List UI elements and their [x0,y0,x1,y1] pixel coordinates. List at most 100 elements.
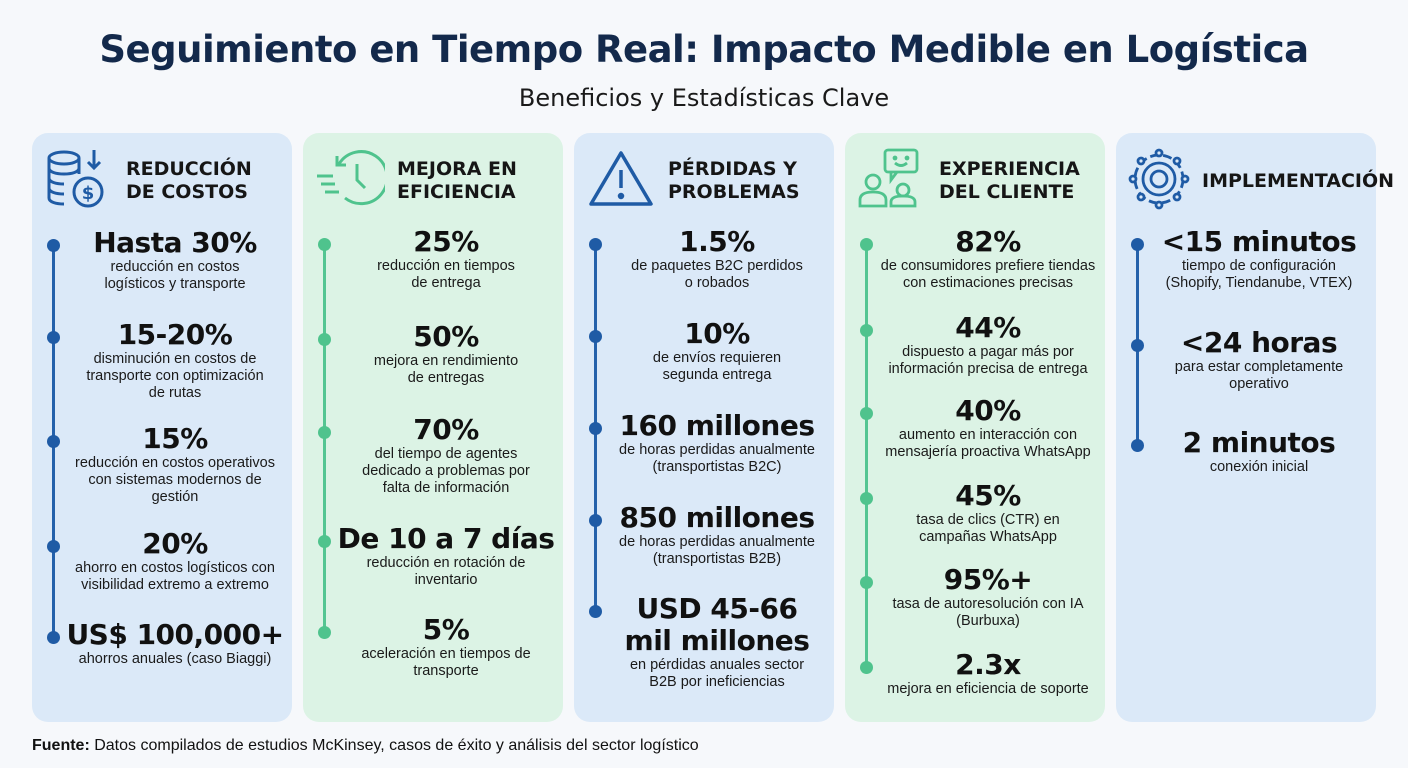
panel-header: MEJORA EN EFICIENCIA [315,149,555,211]
panel-1: $ REDUCCIÓN DE COSTOS Hasta 30% reducción e… [32,133,292,722]
stat-value: <24 horas [1180,326,1338,359]
panel-3: PÉRDIDAS Y PROBLEMAS 1.5% de paquetes B2C … [574,133,834,722]
source-label: Fuente: [32,737,90,754]
stat-description: mejora en eficiencia de soporte [887,681,1089,697]
stat-value: 20% [142,527,208,560]
stat-description: disminución en costos de transporte con … [86,351,264,401]
timeline-dot [47,540,60,553]
stat-value: US$ 100,000+ [66,618,284,651]
panel-title: REDUCCIÓN DE COSTOS [126,158,252,203]
panel-title: EXPERIENCIA DEL CLIENTE [939,158,1080,203]
stat-value: 160 millones [619,409,816,442]
stat-description: reducción en tiempos de entrega [377,258,515,291]
stat-item: USD 45-66 mil millones en pérdidas anuale… [604,593,830,691]
timeline-dot [589,330,602,343]
timeline-dot [1131,439,1144,452]
stat-value: <15 minutos [1161,225,1357,258]
timeline-dot [860,238,873,251]
timeline-dot [47,631,60,644]
stat-description: tasa de clics (CTR) en campañas WhatsApp [916,512,1060,545]
panel-title: IMPLEMENTACIÓN [1202,169,1395,192]
stat-description: reducción en costos operativos con siste… [75,455,275,505]
timeline-dot [1131,339,1144,352]
timeline-dot [589,605,602,618]
timeline-dot [1131,238,1144,251]
stat-description: en pérdidas anuales sector B2B por inefi… [629,657,805,690]
timeline-dot [589,422,602,435]
stat-description: de paquetes B2C perdidos o robados [631,258,803,291]
stat-description: aceleración en tiempos de transporte [361,646,531,679]
stat-item: 10% de envíos requieren segunda entrega [604,318,830,384]
customers-chat-icon [857,148,927,215]
panel-title: PÉRDIDAS Y PROBLEMAS [668,158,800,203]
stat-item: 15-20% disminución en costos de transport… [62,319,288,402]
stat-description: tasa de autoresolución con IA (Burbuxa) [892,596,1084,629]
timeline-dot [589,514,602,527]
stat-item: 40% aumento en interacción con mensajería… [875,395,1101,461]
timeline-dot [860,492,873,505]
stat-description: ahorros anuales (caso Biaggi) [78,651,272,667]
timeline-dot [47,331,60,344]
panel-5: IMPLEMENTACIÓN <15 minutos tiempo de confi… [1116,133,1394,722]
stat-value: 15-20% [117,318,233,351]
source-footer: Fuente: Datos compilados de estudios McK… [32,737,699,755]
panel-2: MEJORA EN EFICIENCIA 25% reducción en tiem… [303,133,563,722]
page-title: Seguimiento en Tiempo Real: Impacto Medi… [99,28,1309,71]
timeline-dot [860,576,873,589]
stat-value: 70% [413,413,479,446]
stat-item: 44% dispuesto a pagar más por información… [875,312,1101,378]
stat-value: 40% [955,394,1021,427]
stat-value: 95%+ [943,563,1033,596]
panel-header: IMPLEMENTACIÓN [1128,148,1394,211]
stat-item: 160 millones de horas perdidas anualmente… [604,410,830,476]
stat-item: 82% de consumidores prefiere tiendas con … [875,226,1101,292]
stat-description: mejora en rendimiento de entregas [373,353,519,386]
svg-text:$: $ [82,183,95,204]
timeline-line [865,244,868,667]
stat-item: 15% reducción en costos operativos con si… [62,423,288,506]
stat-value: 15% [142,422,208,455]
timeline-dot [860,661,873,674]
stat-item: 5% aceleración en tiempos de transporte [333,614,559,680]
stat-item: US$ 100,000+ ahorros anuales (caso Biaggi… [62,619,288,668]
stat-item: 95%+ tasa de autoresolución con IA (Burbu… [875,564,1101,630]
source-text: Datos compilados de estudios McKinsey, c… [89,737,699,754]
stat-description: ahorro en costos logísticos con visibili… [75,560,275,593]
stat-item: 25% reducción en tiempos de entrega [333,226,559,292]
timeline-dot [589,238,602,251]
panel-header: EXPERIENCIA DEL CLIENTE [857,148,1097,211]
stat-item: <24 horas para estar completamente operat… [1146,327,1372,393]
stat-item: 70% del tiempo de agentes dedicado a prob… [333,414,559,497]
stat-value: 10% [684,317,750,350]
panel-header: PÉRDIDAS Y PROBLEMAS [586,150,826,211]
stat-value: 50% [413,320,479,353]
stat-item: 45% tasa de clics (CTR) en campañas Whats… [875,480,1101,546]
stat-description: reducción en costos logísticos y transpo… [104,259,246,292]
stat-item: <15 minutos tiempo de configuración (Shop… [1146,226,1372,292]
stat-value: 2.3x [955,648,1021,681]
coins-dollar-down-icon: $ [44,148,114,215]
stat-value: 45% [955,479,1021,512]
stat-item: 20% ahorro en costos logísticos con visib… [62,528,288,594]
stat-description: conexión inicial [1209,459,1309,475]
stat-item: Hasta 30% reducción en costos logísticos … [62,227,288,293]
stat-value: 5% [422,613,470,646]
stat-description: reducción en rotación de inventario [366,555,526,588]
stat-item: 50% mejora en rendimiento de entregas [333,321,559,387]
panel-title: MEJORA EN EFICIENCIA [397,158,517,203]
stat-value: 2 minutos [1182,426,1336,459]
stat-value: De 10 a 7 días [337,522,555,555]
gear-network-icon [1128,148,1190,215]
stat-item: 2 minutos conexión inicial [1146,427,1372,476]
stat-item: De 10 a 7 días reducción en rotación de i… [333,523,559,589]
stat-item: 1.5% de paquetes B2C perdidos o robados [604,226,830,292]
timeline-dot [860,324,873,337]
panel-4: EXPERIENCIA DEL CLIENTE 82% de consumidore… [845,133,1105,722]
timeline-dot [318,333,331,346]
timeline-dot [47,239,60,252]
stat-description: de consumidores prefiere tiendas con est… [880,258,1096,291]
timeline-dot [47,435,60,448]
panel-header: $ REDUCCIÓN DE COSTOS [44,149,284,211]
timeline-dot [318,535,331,548]
timeline-dot [318,426,331,439]
